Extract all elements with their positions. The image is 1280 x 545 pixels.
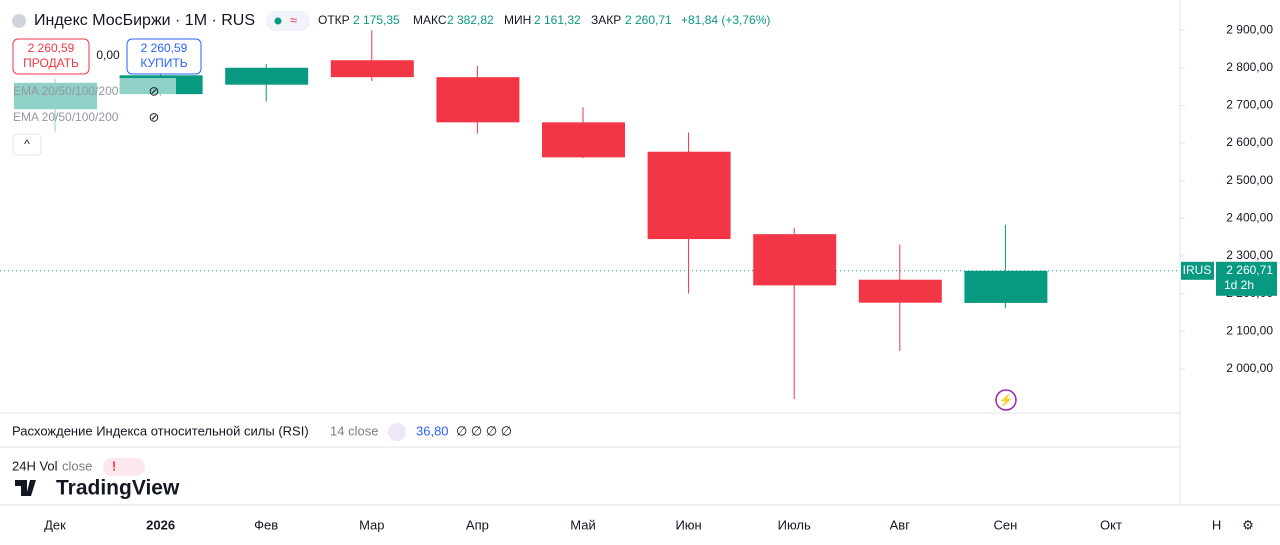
candle-body: [330, 60, 414, 78]
vol-alert: [103, 458, 145, 476]
status-icon: ≈: [290, 12, 297, 27]
y-tick-label: 2 100,00: [1226, 323, 1273, 337]
symbol-icon: [12, 14, 26, 28]
ohlc-label: МИН: [504, 13, 531, 27]
candle-body: [542, 122, 625, 158]
price-tag: [1181, 261, 1214, 280]
candle-body: [647, 151, 731, 240]
collapse-icon: ^: [24, 137, 30, 151]
x-tick-label: Авг: [890, 517, 911, 532]
x-tick-label: 2026: [146, 517, 175, 532]
rsi-value: 36,80: [416, 423, 449, 438]
ohlc-value: 2 161,32: [534, 13, 581, 27]
hide-icon[interactable]: ⊘: [149, 83, 160, 98]
x-tick-label: Май: [570, 517, 595, 532]
brand: TradingView: [56, 477, 180, 500]
x-tick-label: Мар: [359, 517, 384, 532]
vol-alert-icon: !: [112, 458, 116, 473]
indicator: EMA 20/50/100/200: [13, 84, 119, 98]
x-tick-label: Дек: [44, 517, 66, 532]
sell-price: 2 260,59: [28, 41, 75, 55]
ohlc-value: 2 382,82: [447, 13, 494, 27]
settings-icon[interactable]: ⚙: [1242, 517, 1254, 532]
indicator: EMA 20/50/100/200: [13, 110, 119, 124]
x-tick-label: Июн: [675, 517, 701, 532]
rsi-empty: ∅ ∅ ∅ ∅: [456, 423, 512, 438]
y-tick-label: 2 700,00: [1226, 98, 1273, 112]
rsi-icon: [388, 423, 406, 441]
price-tag: [1216, 261, 1277, 296]
candle-body: [964, 270, 1048, 303]
y-tick-label: 2 800,00: [1226, 60, 1273, 74]
x-tick-label: Апр: [466, 517, 489, 532]
collapse-button[interactable]: [12, 133, 42, 156]
x-tick-label: Фев: [254, 517, 278, 532]
candle-body: [436, 77, 520, 123]
y-tick-label: 2 000,00: [1226, 361, 1273, 375]
sell-button[interactable]: [12, 38, 90, 75]
ohlc-label: ОТКР: [318, 13, 350, 27]
hide-icon[interactable]: ⊘: [149, 109, 160, 124]
legend-veil: [8, 78, 176, 133]
ohlc-change: +81,84 (+3,76%): [681, 13, 770, 27]
brand-logo: [15, 480, 36, 496]
x-tick-label: Н: [1212, 517, 1221, 532]
spread: 0,00: [96, 48, 120, 62]
y-tick-label: 2 300,00: [1226, 248, 1273, 262]
buy-price: 2 260,59: [141, 41, 188, 55]
buy-label: КУПИТЬ: [140, 56, 187, 70]
price-tag-ticker: IRUS: [1183, 263, 1212, 277]
x-tick-label: Июль: [778, 517, 811, 532]
y-tick-label: 2 500,00: [1226, 173, 1273, 187]
y-tick-label: 2 600,00: [1226, 135, 1273, 149]
vol-params: close: [62, 458, 92, 473]
candle-body: [753, 234, 837, 286]
ohlc-label: ЗАКР: [591, 13, 621, 27]
x-tick-label: Сен: [993, 517, 1017, 532]
candle-body: [225, 67, 309, 85]
event-icon[interactable]: [995, 389, 1017, 411]
y-tick-label: 2 900,00: [1226, 22, 1273, 36]
y-tick-label: 2 400,00: [1226, 211, 1273, 225]
price-tag-countdown: 1d 2h: [1224, 278, 1254, 292]
vol-name: 24H Vol: [12, 458, 58, 473]
ohlc-label: МАКС: [413, 13, 447, 27]
rsi-params: 14 close: [330, 423, 378, 438]
sell-label: ПРОДАТЬ: [23, 56, 79, 70]
price-tag-price: 2 260,71: [1226, 263, 1273, 277]
candle-body: [858, 279, 942, 303]
status-pill: [266, 11, 310, 31]
candles: [14, 30, 1048, 400]
rsi-name: Расхождение Индекса относительной силы (…: [12, 423, 309, 438]
symbol: Индекс МосБиржи · 1M · RUS: [34, 12, 255, 29]
buy-button[interactable]: [126, 38, 202, 75]
status-dot: [274, 17, 282, 25]
event-icon-glyph: ⚡: [999, 393, 1014, 407]
ohlc-value: 2 175,35: [353, 13, 400, 27]
x-tick-label: Окт: [1100, 517, 1122, 532]
ohlc-value: 2 260,71: [625, 13, 672, 27]
